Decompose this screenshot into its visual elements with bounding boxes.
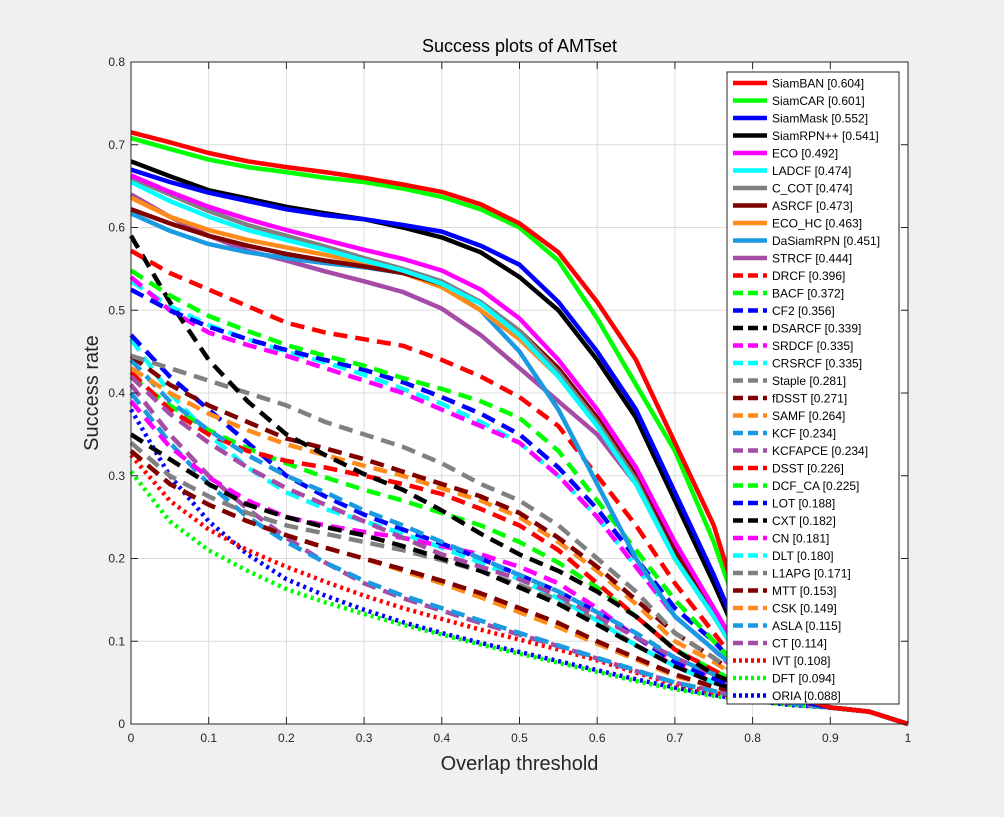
legend-label: CF2 [0.356] (772, 304, 835, 318)
legend-label: IVT [0.108] (772, 654, 830, 668)
legend-label: fDSST [0.271] (772, 392, 847, 406)
legend-label: ORIA [0.088] (772, 689, 841, 703)
legend-label: ECO_HC [0.463] (772, 217, 862, 231)
series-line (130, 353, 909, 727)
series-line (129, 287, 909, 727)
legend-label: DSST [0.226] (772, 462, 844, 476)
legend-box (726, 71, 900, 705)
x-tick-label: 0.1 (200, 731, 217, 745)
legend-label: ASRCF [0.473] (772, 199, 853, 213)
legend-label: L1APG [0.171] (772, 567, 851, 581)
x-tick-label: 0 (128, 731, 135, 745)
y-tick-label: 0.1 (108, 634, 125, 648)
x-tick-label: 0.5 (511, 731, 528, 745)
legend-label: STRCF [0.444] (772, 252, 852, 266)
series-line (129, 440, 909, 727)
legend-label: DLT [0.180] (772, 549, 834, 563)
y-tick-label: 0.2 (108, 552, 125, 566)
legend-label: DSARCF [0.339] (772, 322, 861, 336)
x-tick-label: 0.6 (589, 731, 606, 745)
legend-label: DRCF [0.396] (772, 269, 845, 283)
legend-label: SiamMask [0.552] (772, 112, 868, 126)
series-line (129, 449, 909, 727)
chart-title: Success plots of AMTset (422, 36, 617, 56)
y-tick-label: 0 (118, 717, 125, 731)
x-tick-label: 0.3 (356, 731, 373, 745)
legend-label: LADCF [0.474] (772, 164, 851, 178)
y-tick-label: 0.7 (108, 138, 125, 152)
legend-label: DFT [0.094] (772, 672, 835, 686)
x-tick-label: 0.4 (433, 731, 450, 745)
legend-label: KCF [0.234] (772, 427, 836, 441)
y-tick-label: 0.3 (108, 469, 125, 483)
legend-label: KCFAPCE [0.234] (772, 444, 868, 458)
y-tick-label: 0.4 (108, 386, 125, 400)
axis-ticks: 0 0.1 0.2 0.3 0.4 0.5 0.6 0.7 0.8 0.9 1 0 0.1 0.2 0.3 0… (108, 55, 911, 745)
x-tick-label: 0.7 (667, 731, 684, 745)
x-tick-label: 1 (905, 731, 912, 745)
y-tick-label: 0.6 (108, 221, 125, 235)
legend: SiamBAN [0.604] SiamCAR [0.601] SiamMask [… (726, 71, 900, 705)
legend-label: C_COT [0.474] (772, 182, 852, 196)
legend-label: MTT [0.153] (772, 584, 836, 598)
x-axis-label: Overlap threshold (441, 753, 599, 775)
legend-label: SRDCF [0.335] (772, 339, 853, 353)
series-lines (129, 130, 909, 727)
series-line (129, 275, 909, 727)
legend-label: BACF [0.372] (772, 287, 844, 301)
series-line (129, 353, 909, 727)
y-tick-label: 0.5 (108, 303, 125, 317)
legend-label: ASLA [0.115] (772, 619, 841, 633)
y-axis-label: Success rate (81, 335, 103, 451)
series-line (129, 449, 909, 727)
legend-label: DCF_CA [0.225] (772, 479, 859, 493)
y-tick-label: 0.8 (108, 55, 125, 69)
legend-label: CXT [0.182] (772, 514, 836, 528)
legend-label: DaSiamRPN [0.451] (772, 234, 880, 248)
legend-label: SAMF [0.264] (772, 409, 845, 423)
legend-label: CN [0.181] (772, 532, 829, 546)
legend-label: Staple [0.281] (772, 374, 846, 388)
series-line (129, 470, 909, 727)
legend-label: CSK [0.149] (772, 602, 837, 616)
legend-label: CT [0.114] (772, 637, 827, 651)
x-tick-label: 0.8 (744, 731, 761, 745)
legend-label: LOT [0.188] (772, 497, 835, 511)
legend-label: ECO [0.492] (772, 147, 838, 161)
legend-label: SiamBAN [0.604] (772, 77, 864, 91)
legend-label: CRSRCF [0.335] (772, 357, 862, 371)
x-tick-label: 0.9 (822, 731, 839, 745)
legend-label: SiamCAR [0.601] (772, 94, 865, 108)
x-tick-label: 0.2 (278, 731, 295, 745)
legend-label: SiamRPN++ [0.541] (772, 129, 879, 143)
